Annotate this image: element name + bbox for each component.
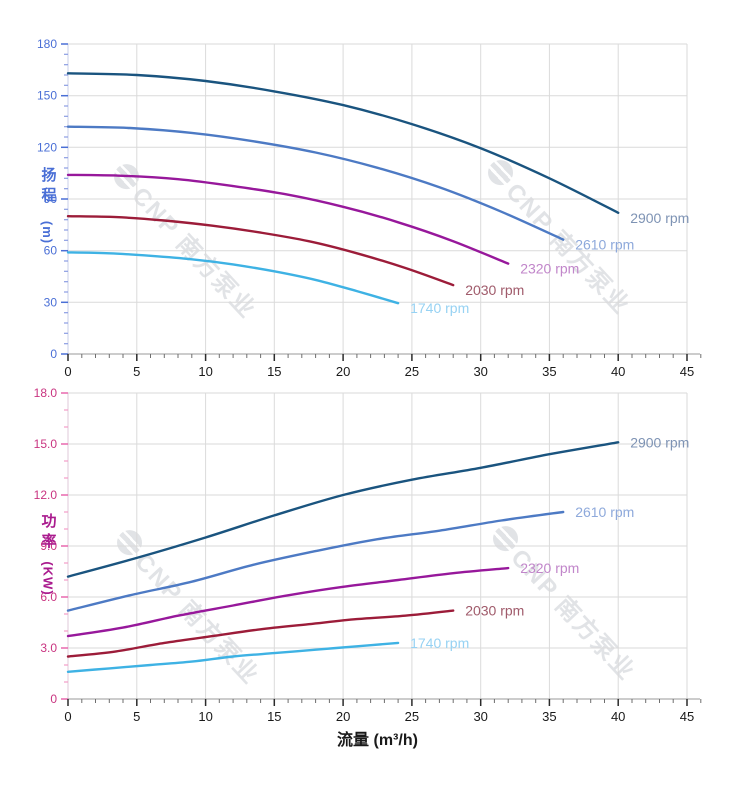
head-curve-2900-rpm bbox=[66, 72, 620, 214]
power-y-tick-label: 6.0 bbox=[40, 590, 57, 604]
head-axis-title: 扬程 (m) bbox=[34, 167, 62, 244]
power-curve-label-2320-rpm: 2320 rpm bbox=[520, 560, 579, 576]
head-curve-1740-rpm bbox=[66, 251, 400, 305]
x-tick-label: 20 bbox=[336, 709, 350, 724]
x-tick-label: 15 bbox=[267, 709, 281, 724]
head-curve-label-2610-rpm: 2610 rpm bbox=[575, 237, 634, 253]
head-y-tick-label: 90 bbox=[44, 192, 58, 206]
head-chart: 0 30 60 90 120 150 180 0 5 10 15 20 25 30 35 40 45 2900 r… bbox=[37, 37, 702, 379]
x-tick-label: 5 bbox=[133, 364, 140, 379]
head-curve-label-2320-rpm: 2320 rpm bbox=[520, 261, 579, 277]
head-y-tick-label: 180 bbox=[37, 37, 57, 51]
power-curve-1740-rpm bbox=[66, 641, 400, 673]
flow-axis-title: 流量 (m³/h) bbox=[337, 732, 418, 749]
x-tick-label: 25 bbox=[405, 364, 419, 379]
power-curve-label-2900-rpm: 2900 rpm bbox=[630, 434, 689, 450]
head-axis-unit: (m) bbox=[40, 220, 56, 245]
x-tick-label: 45 bbox=[680, 709, 694, 724]
x-tick-label: 40 bbox=[611, 709, 625, 724]
x-tick-label: 35 bbox=[542, 709, 556, 724]
x-tick-label: 15 bbox=[267, 364, 281, 379]
power-y-tick-label: 3.0 bbox=[40, 641, 57, 655]
power-curve-label-2610-rpm: 2610 rpm bbox=[575, 504, 634, 520]
power-axis-unit: (KW) bbox=[40, 561, 56, 596]
x-tick-label: 0 bbox=[64, 364, 71, 379]
power-chart: 0 3.0 6.0 9.0 12.0 15.0 18.0 0 5 10 15 20 25 30 35 40 45… bbox=[34, 386, 702, 724]
head-curve-label-2900-rpm: 2900 rpm bbox=[630, 210, 689, 226]
x-tick-label: 20 bbox=[336, 364, 350, 379]
head-y-tick-label: 150 bbox=[37, 89, 57, 103]
power-y-tick-label: 15.0 bbox=[34, 437, 58, 451]
head-curve-2610-rpm bbox=[66, 125, 565, 241]
power-curve-2900-rpm bbox=[66, 441, 620, 578]
head-y-tick-label: 60 bbox=[44, 244, 58, 258]
x-tick-label: 0 bbox=[64, 709, 71, 724]
head-curve-label-2030-rpm: 2030 rpm bbox=[465, 282, 524, 298]
x-tick-label: 40 bbox=[611, 364, 625, 379]
power-y-tick-label: 9.0 bbox=[40, 539, 57, 553]
x-tick-label: 10 bbox=[198, 364, 212, 379]
x-tick-label: 30 bbox=[473, 364, 487, 379]
power-axis-title-text: 功率 bbox=[39, 513, 57, 553]
head-curve-2030-rpm bbox=[66, 215, 455, 287]
x-tick-label: 45 bbox=[680, 364, 694, 379]
head-curve-label-1740-rpm: 1740 rpm bbox=[410, 300, 469, 316]
power-axis-title: 功率 (KW) bbox=[34, 513, 62, 596]
power-curve-2030-rpm bbox=[66, 609, 455, 658]
x-tick-label: 5 bbox=[133, 709, 140, 724]
power-y-tick-label: 0 bbox=[50, 692, 57, 706]
power-curve-2320-rpm bbox=[66, 566, 510, 638]
power-curve-label-2030-rpm: 2030 rpm bbox=[465, 603, 524, 619]
head-y-tick-label: 30 bbox=[44, 295, 58, 309]
power-y-tick-label: 18.0 bbox=[34, 386, 58, 400]
x-tick-label: 30 bbox=[473, 709, 487, 724]
x-tick-label: 35 bbox=[542, 364, 556, 379]
head-axis-title-text: 扬程 bbox=[39, 167, 57, 207]
power-curve-label-1740-rpm: 1740 rpm bbox=[410, 635, 469, 651]
x-tick-label: 10 bbox=[198, 709, 212, 724]
power-y-tick-label: 12.0 bbox=[34, 488, 58, 502]
head-y-tick-label: 0 bbox=[50, 347, 57, 361]
power-curve-2610-rpm bbox=[66, 510, 565, 612]
x-tick-label: 25 bbox=[405, 709, 419, 724]
head-y-tick-label: 120 bbox=[37, 140, 57, 154]
